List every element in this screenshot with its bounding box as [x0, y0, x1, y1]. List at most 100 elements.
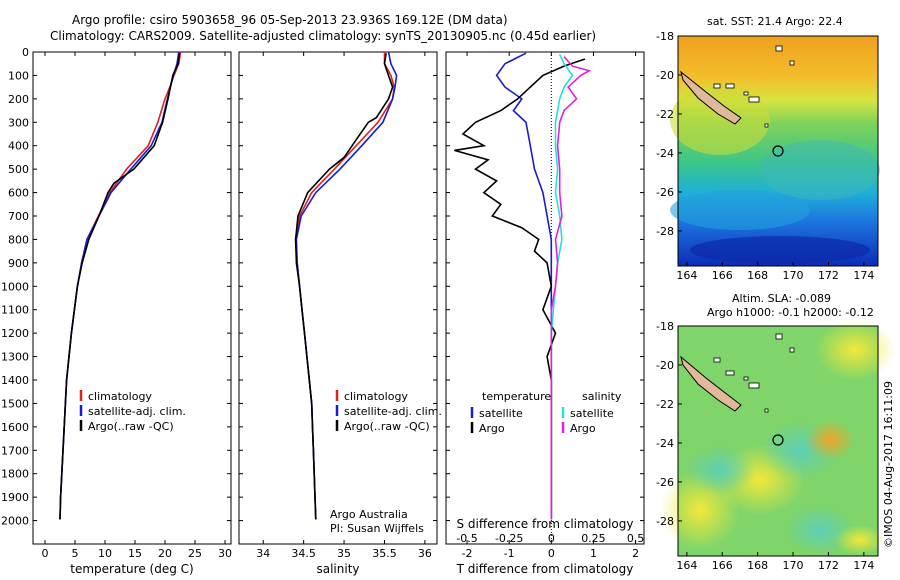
sla-map-title-2: Argo h1000: -0.1 h2000: -0.12	[707, 306, 874, 319]
sla-map	[660, 320, 895, 557]
legend-label: Argo	[570, 422, 596, 435]
sst-map-title: sat. SST: 21.4 Argo: 22.4	[707, 15, 843, 28]
x-tick-label: 36	[418, 547, 432, 560]
map-x-tick-label: 166	[712, 559, 733, 572]
map-y-tick-label: -20	[656, 359, 674, 372]
x-tick-label: 35	[337, 547, 351, 560]
x-tick-label: 2	[632, 547, 639, 560]
x-tick-label: 20	[158, 547, 172, 560]
y-tick-label: 500	[8, 163, 29, 176]
x-axis-label: T difference from climatology	[456, 562, 634, 576]
map-y-tick-label: -26	[656, 476, 674, 489]
y-tick-label: 1500	[1, 397, 29, 410]
y-tick-label: 400	[8, 140, 29, 153]
legend-header-salinity: salinity	[582, 390, 622, 403]
plot-frame-salinity	[238, 51, 438, 545]
legend-label: satellite-adj. clim.	[88, 405, 186, 418]
map-x-tick-label: 166	[712, 269, 733, 282]
y-tick-label: 1100	[1, 304, 29, 317]
y-tick-label: 300	[8, 116, 29, 129]
series-line-argo-raw-qc-	[294, 53, 394, 520]
legend-label: Argo(..raw -QC)	[344, 420, 430, 433]
s-diff-tick-label: -0.25	[495, 532, 523, 545]
legend-label: satellite	[570, 407, 614, 420]
map-y-tick-label: -22	[656, 108, 674, 121]
x-tick-label: 5	[72, 547, 79, 560]
y-tick-label: 900	[8, 257, 29, 270]
legend-label: satellite-adj. clim.	[344, 405, 442, 418]
map-y-tick-label: -24	[656, 437, 674, 450]
map-x-tick-label: 174	[853, 559, 874, 572]
map-x-tick-label: 172	[818, 269, 839, 282]
y-tick-label: 700	[8, 210, 29, 223]
x-tick-label: 1	[590, 547, 597, 560]
x-tick-label: 0	[42, 547, 49, 560]
x-tick-label: 34	[256, 547, 270, 560]
series-line-s-satellite	[550, 53, 574, 520]
legend-header-temperature: temperature	[482, 390, 551, 403]
y-tick-label: 1400	[1, 374, 29, 387]
title-line-1: Argo profile: csiro 5903658_96 05-Sep-20…	[72, 13, 508, 27]
map-x-tick-label: 164	[676, 269, 697, 282]
map-x-tick-label: 164	[676, 559, 697, 572]
imos-timestamp: ©IMOS 04-Aug-2017 16:11:09	[882, 381, 895, 548]
plot-frame-temperature	[32, 51, 232, 545]
plot-frame-difference	[445, 51, 645, 545]
series-line-argo-raw-qc-	[59, 53, 181, 520]
y-tick-label: 100	[8, 69, 29, 82]
y-tick-label: 200	[8, 93, 29, 106]
series-line-t-satellite	[495, 52, 553, 520]
legend-label: Argo	[479, 422, 505, 435]
map-y-tick-label: -20	[656, 69, 674, 82]
legend-label: Argo(..raw -QC)	[88, 420, 174, 433]
series-line-s-argo	[550, 56, 592, 520]
map-x-tick-label: 170	[783, 559, 804, 572]
x-tick-label: 0	[548, 547, 555, 560]
map-x-tick-label: 170	[783, 269, 804, 282]
s-diff-tick-label: 0.5	[627, 532, 645, 545]
legend-label: climatology	[88, 390, 152, 403]
title-line-2: Climatology: CARS2009. Satellite-adjuste…	[50, 29, 597, 43]
x-tick-label: -1	[504, 547, 515, 560]
y-tick-label: 1600	[1, 421, 29, 434]
y-tick-label: 1700	[1, 444, 29, 457]
map-y-tick-label: -28	[656, 225, 674, 238]
s-diff-tick-label: -0.5	[456, 532, 477, 545]
map-x-tick-label: 172	[818, 559, 839, 572]
y-tick-label: 1300	[1, 351, 29, 364]
map-x-tick-label: 168	[747, 269, 768, 282]
x-tick-label: 10	[98, 547, 112, 560]
x-tick-label: 34.5	[291, 547, 316, 560]
sla-map-title: Altim. SLA: -0.089	[732, 292, 832, 305]
map-x-tick-label: 174	[853, 269, 874, 282]
x-tick-label: 30	[218, 547, 232, 560]
map-y-tick-label: -26	[656, 186, 674, 199]
x-tick-label: 25	[188, 547, 202, 560]
x-tick-label: -2	[462, 547, 473, 560]
y-tick-label: 1900	[1, 491, 29, 504]
legend-label: climatology	[344, 390, 408, 403]
map-y-tick-label: -28	[656, 515, 674, 528]
s-diff-tick-label: 0.25	[581, 532, 606, 545]
y-tick-label: 0	[22, 46, 29, 59]
annotation-line-2: PI: Susan Wijffels	[330, 522, 424, 535]
x-axis-label: salinity	[316, 562, 359, 576]
y-tick-label: 1200	[1, 327, 29, 340]
y-tick-label: 1800	[1, 468, 29, 481]
s-diff-tick-label: 0	[548, 532, 555, 545]
y-tick-label: 800	[8, 233, 29, 246]
x-tick-label: 35.5	[372, 547, 397, 560]
legend-label: satellite	[479, 407, 523, 420]
annotation-line-1: Argo Australia	[330, 508, 408, 521]
y-tick-label: 1000	[1, 280, 29, 293]
map-y-tick-label: -22	[656, 398, 674, 411]
s-diff-axis-label: S difference from climatology	[457, 517, 634, 531]
x-tick-label: 15	[128, 547, 142, 560]
map-x-tick-label: 168	[747, 559, 768, 572]
y-tick-label: 2000	[1, 515, 29, 528]
sst-map	[670, 35, 880, 267]
map-y-tick-label: -18	[656, 30, 674, 43]
map-y-tick-label: -18	[656, 320, 674, 333]
y-tick-label: 600	[8, 187, 29, 200]
